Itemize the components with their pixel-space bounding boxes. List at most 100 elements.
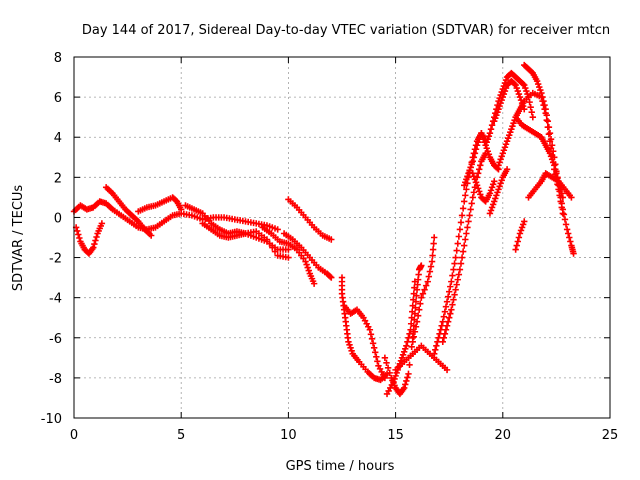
data-point — [433, 342, 440, 349]
data-point — [547, 153, 555, 160]
data-point — [512, 81, 519, 89]
data-point — [536, 83, 543, 91]
data-point — [510, 119, 517, 127]
data-point — [403, 342, 410, 349]
data-point — [470, 154, 478, 161]
data-point — [446, 314, 453, 321]
data-point — [402, 345, 409, 353]
series-track-21 — [491, 77, 528, 125]
data-point — [543, 111, 550, 119]
data-point — [458, 212, 466, 219]
data-point — [304, 264, 311, 271]
data-point — [527, 103, 534, 111]
data-point — [538, 89, 545, 97]
series-track-9 — [285, 196, 335, 243]
data-point — [509, 122, 516, 130]
data-point — [285, 246, 292, 253]
data-point — [528, 108, 535, 116]
data-point — [455, 233, 463, 240]
data-point — [553, 168, 560, 175]
data-point — [482, 142, 489, 149]
data-point — [494, 189, 501, 196]
data-point — [327, 273, 334, 280]
data-point — [455, 271, 463, 278]
data-point — [499, 150, 506, 157]
data-point — [465, 218, 472, 225]
data-point — [514, 87, 522, 95]
data-point — [328, 274, 335, 281]
data-point — [548, 142, 556, 149]
data-point — [487, 126, 495, 133]
data-point — [467, 206, 474, 213]
data-point — [454, 240, 461, 247]
data-point — [462, 179, 469, 186]
data-point — [448, 306, 455, 313]
data-point — [405, 370, 412, 378]
data-point — [552, 161, 559, 168]
data-point — [411, 284, 418, 291]
data-point — [269, 244, 276, 251]
data-point — [489, 201, 497, 208]
data-point — [447, 283, 454, 290]
data-point — [502, 141, 510, 148]
data-point — [369, 340, 377, 347]
data-point — [542, 105, 549, 113]
data-point — [457, 260, 465, 267]
series-track-27 — [486, 166, 511, 217]
data-point — [424, 278, 431, 285]
data-point — [507, 129, 514, 136]
data-point — [559, 206, 567, 213]
x-axis-label: GPS time / hours — [286, 459, 395, 474]
data-point — [399, 351, 407, 359]
data-point — [439, 338, 446, 345]
data-point — [400, 348, 408, 356]
data-point — [348, 347, 355, 355]
data-point — [178, 206, 185, 213]
data-point — [464, 224, 471, 231]
data-point — [266, 240, 273, 247]
data-point — [400, 384, 408, 392]
x-tick-label: 25 — [602, 428, 619, 443]
data-point — [471, 176, 479, 183]
data-point — [499, 93, 506, 101]
data-point — [459, 205, 467, 212]
data-point — [500, 147, 508, 154]
data-point — [271, 248, 279, 255]
data-point — [404, 338, 411, 345]
data-point — [467, 164, 474, 171]
data-point — [435, 334, 442, 341]
data-point — [545, 123, 553, 131]
data-point — [91, 240, 98, 248]
data-point — [92, 237, 99, 244]
data-point — [367, 331, 375, 338]
data-point — [556, 188, 563, 195]
series-track-24 — [521, 61, 577, 257]
data-point — [404, 374, 411, 381]
data-point — [534, 80, 542, 88]
y-tick-label: 4 — [54, 131, 62, 146]
data-point — [451, 260, 458, 267]
data-point — [74, 227, 81, 235]
data-point — [90, 244, 97, 251]
data-point — [368, 335, 376, 342]
data-point — [568, 194, 575, 201]
data-point — [526, 98, 533, 106]
data-point — [429, 246, 437, 253]
data-point — [474, 139, 482, 146]
data-point — [370, 344, 378, 352]
data-point — [418, 262, 425, 269]
data-point — [410, 290, 418, 297]
x-tick-label: 10 — [280, 428, 297, 443]
data-point — [494, 165, 501, 172]
y-tick-label: -4 — [49, 292, 62, 307]
series-track-25 — [512, 218, 528, 253]
data-point — [564, 230, 572, 237]
data-point — [406, 330, 413, 337]
y-tick-label: 6 — [54, 91, 62, 106]
data-point — [347, 344, 354, 352]
data-point — [522, 84, 529, 92]
data-point — [430, 240, 437, 247]
data-point — [537, 86, 544, 94]
data-point — [443, 366, 451, 374]
data-point — [453, 281, 460, 288]
